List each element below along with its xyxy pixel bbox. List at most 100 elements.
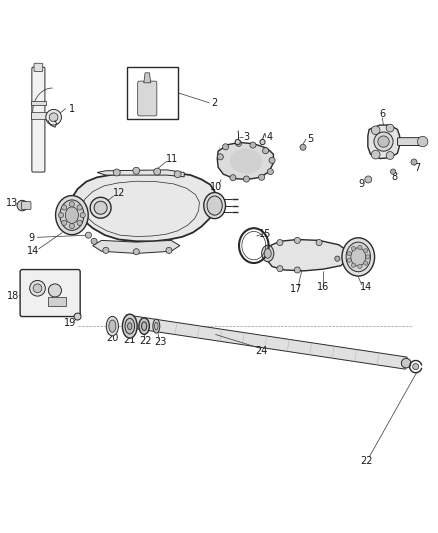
Ellipse shape [122, 314, 137, 338]
Ellipse shape [351, 248, 366, 266]
Circle shape [347, 258, 351, 262]
Circle shape [236, 140, 242, 147]
Text: 8: 8 [391, 172, 397, 182]
Circle shape [269, 157, 275, 163]
Circle shape [351, 263, 356, 268]
Circle shape [17, 200, 28, 211]
Ellipse shape [401, 358, 411, 368]
Circle shape [62, 220, 67, 225]
Circle shape [133, 249, 139, 255]
Circle shape [267, 168, 273, 175]
Polygon shape [124, 315, 407, 369]
Circle shape [378, 136, 389, 147]
Text: 19: 19 [64, 318, 76, 328]
FancyBboxPatch shape [397, 138, 424, 146]
Circle shape [77, 205, 82, 210]
Text: 12: 12 [113, 188, 125, 198]
Text: 15: 15 [259, 229, 272, 239]
Circle shape [413, 364, 419, 370]
Text: 6: 6 [379, 109, 385, 119]
Ellipse shape [141, 322, 147, 330]
Circle shape [277, 265, 283, 272]
Circle shape [91, 238, 97, 244]
Circle shape [69, 201, 74, 207]
Text: 21: 21 [124, 335, 136, 345]
Text: 16: 16 [317, 282, 329, 293]
Circle shape [85, 232, 92, 238]
FancyBboxPatch shape [21, 201, 31, 209]
Circle shape [386, 151, 394, 159]
Circle shape [347, 252, 351, 256]
Circle shape [294, 267, 300, 273]
Ellipse shape [261, 245, 274, 262]
Text: V: V [145, 100, 150, 106]
Ellipse shape [204, 192, 226, 219]
Text: R: R [145, 87, 150, 93]
FancyBboxPatch shape [34, 63, 43, 71]
Ellipse shape [127, 322, 132, 329]
Text: 2: 2 [212, 98, 218, 108]
Text: T: T [145, 94, 149, 100]
Circle shape [30, 280, 46, 296]
Circle shape [294, 237, 300, 244]
Ellipse shape [139, 318, 149, 334]
Circle shape [371, 126, 380, 135]
Ellipse shape [346, 242, 371, 272]
Circle shape [113, 169, 120, 176]
Circle shape [77, 220, 82, 225]
Bar [31, 111, 46, 118]
Circle shape [69, 223, 74, 229]
Circle shape [386, 124, 394, 132]
FancyBboxPatch shape [20, 270, 80, 317]
Circle shape [262, 148, 268, 154]
Circle shape [49, 113, 58, 122]
FancyBboxPatch shape [138, 81, 157, 116]
Circle shape [366, 255, 370, 259]
Polygon shape [267, 239, 347, 271]
Circle shape [364, 248, 368, 253]
Ellipse shape [94, 201, 107, 214]
Circle shape [80, 213, 85, 218]
FancyBboxPatch shape [32, 67, 45, 172]
Circle shape [217, 154, 223, 160]
Polygon shape [93, 240, 180, 254]
Circle shape [133, 167, 140, 174]
Circle shape [174, 171, 181, 177]
Ellipse shape [109, 320, 116, 332]
Circle shape [62, 205, 67, 210]
Circle shape [244, 176, 250, 182]
Ellipse shape [60, 200, 84, 230]
Ellipse shape [155, 322, 158, 330]
Text: 17: 17 [290, 284, 303, 294]
Text: 9: 9 [359, 179, 365, 189]
Polygon shape [144, 73, 151, 83]
Text: 7: 7 [414, 163, 420, 173]
Circle shape [365, 176, 372, 183]
Polygon shape [97, 170, 184, 177]
Text: 13: 13 [6, 198, 18, 208]
Circle shape [277, 239, 283, 246]
Polygon shape [368, 125, 399, 158]
Text: 20: 20 [106, 333, 119, 343]
Circle shape [48, 284, 61, 297]
Circle shape [58, 213, 64, 218]
Ellipse shape [153, 319, 160, 333]
Circle shape [411, 159, 417, 165]
Circle shape [223, 144, 229, 150]
Circle shape [417, 136, 428, 147]
Circle shape [33, 284, 42, 293]
Circle shape [235, 140, 240, 144]
Circle shape [166, 247, 172, 254]
Text: 1: 1 [69, 103, 75, 114]
Circle shape [364, 261, 368, 265]
Text: 14: 14 [360, 282, 372, 293]
Ellipse shape [207, 196, 222, 215]
Text: 23: 23 [154, 337, 166, 347]
Circle shape [258, 174, 265, 180]
Text: 3: 3 [244, 132, 250, 142]
Text: 22: 22 [360, 456, 372, 466]
Ellipse shape [90, 197, 111, 218]
Ellipse shape [56, 196, 88, 235]
Circle shape [230, 175, 236, 181]
Circle shape [351, 246, 356, 251]
